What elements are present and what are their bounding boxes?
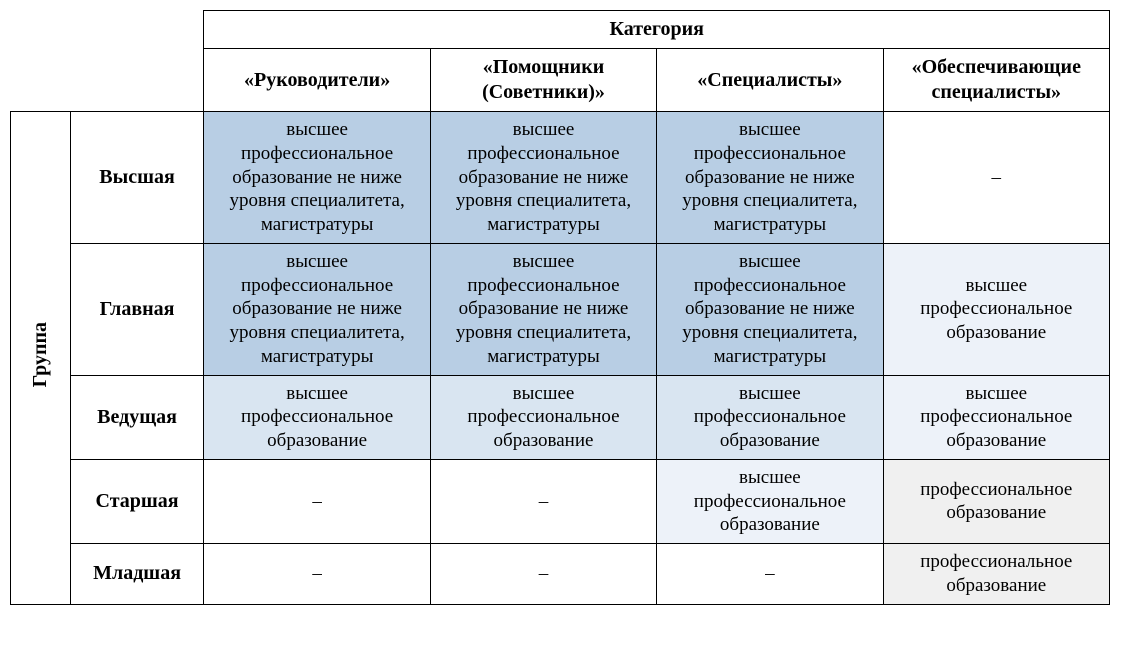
group-header-0: Высшая [70, 112, 204, 244]
group-header-3: Старшая [70, 459, 204, 543]
group-header-4: Младшая [70, 544, 204, 605]
table-row: Главная высшее профессиональное образова… [11, 243, 1110, 375]
cell-2-2: высшее профессиональное образование [657, 375, 883, 459]
cell-0-2: высшее профессиональное образование не н… [657, 112, 883, 244]
category-header-0: «Руководители» [204, 49, 430, 112]
stub-cell [11, 11, 204, 49]
cell-4-1: – [430, 544, 656, 605]
category-group-header: Категория [204, 11, 1110, 49]
table-row: Ведущая высшее профессиональное образова… [11, 375, 1110, 459]
cell-0-0: высшее профессиональное образование не н… [204, 112, 430, 244]
cell-1-3: высшее профессиональное образование [883, 243, 1109, 375]
cell-2-1: высшее профессиональное образование [430, 375, 656, 459]
cell-3-3: профессиональное образование [883, 459, 1109, 543]
group-label: Группа [28, 322, 53, 387]
cell-4-0: – [204, 544, 430, 605]
table-row: Группа Высшая высшее профессиональное об… [11, 112, 1110, 244]
cell-4-3: профессиональное образование [883, 544, 1109, 605]
group-header-2: Ведущая [70, 375, 204, 459]
category-header-1: «Помощники (Советники)» [430, 49, 656, 112]
cell-2-0: высшее профессиональное образование [204, 375, 430, 459]
cell-3-2: высшее профессиональное образование [657, 459, 883, 543]
stub-cell [11, 49, 204, 112]
category-header-2: «Специалисты» [657, 49, 883, 112]
cell-3-1: – [430, 459, 656, 543]
cell-1-0: высшее профессиональное образование не н… [204, 243, 430, 375]
qualification-table: Категория «Руководители» «Помощники (Сов… [10, 10, 1110, 605]
header-row-1: Категория [11, 11, 1110, 49]
cell-4-2: – [657, 544, 883, 605]
table-row: Младшая – – – профессиональное образован… [11, 544, 1110, 605]
header-row-2: «Руководители» «Помощники (Советники)» «… [11, 49, 1110, 112]
cell-0-1: высшее профессиональное образование не н… [430, 112, 656, 244]
cell-2-3: высшее профессиональное образование [883, 375, 1109, 459]
cell-1-1: высшее профессиональное образование не н… [430, 243, 656, 375]
table-row: Старшая – – высшее профессиональное обра… [11, 459, 1110, 543]
cell-3-0: – [204, 459, 430, 543]
group-header-1: Главная [70, 243, 204, 375]
group-label-cell: Группа [11, 112, 71, 605]
category-header-3: «Обеспечивающие специалисты» [883, 49, 1109, 112]
cell-1-2: высшее профессиональное образование не н… [657, 243, 883, 375]
cell-0-3: – [883, 112, 1109, 244]
